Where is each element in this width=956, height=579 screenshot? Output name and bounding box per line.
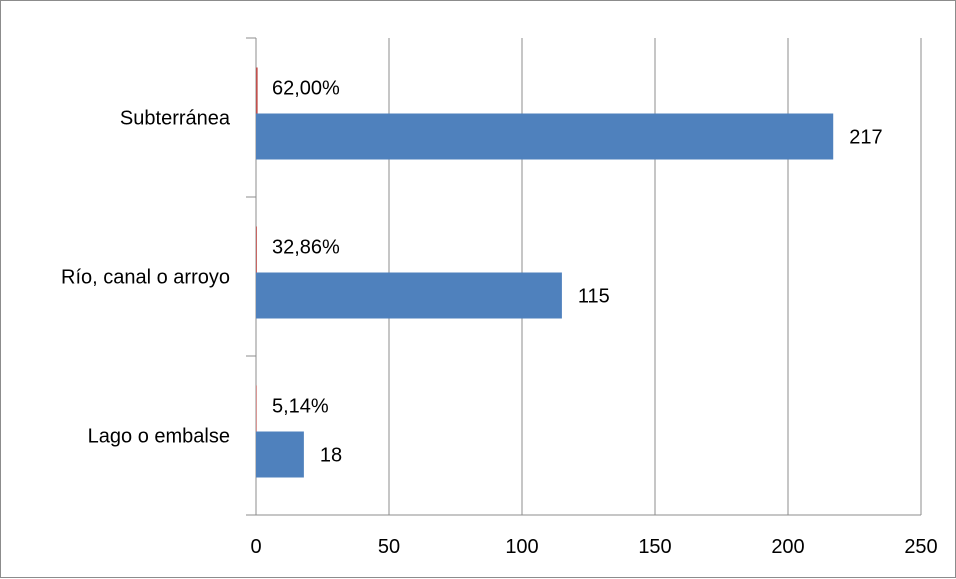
x-tick-label-200: 200 (771, 536, 804, 558)
bar-value-label-lago-o-embalse: 18 (320, 445, 342, 467)
labels: 0 50 100 150 200 250 Lago o embalse 18 5,14% Río,… (61, 78, 938, 559)
category-label-subterranea: Subterránea (120, 108, 231, 130)
bar-lago-o-embalse (256, 431, 304, 478)
x-tick-label-100: 100 (505, 536, 538, 558)
percent-label-rio-canal-o-arroyo: 32,86% (272, 237, 340, 259)
percent-bar-lago-o-embalse (256, 385, 257, 432)
percent-bar-rio-canal-o-arroyo (256, 226, 257, 273)
bars (256, 67, 834, 478)
x-tick-label-0: 0 (250, 536, 261, 558)
x-tick-label-150: 150 (638, 536, 671, 558)
bar-value-label-subterranea: 217 (849, 127, 882, 149)
percent-bar-subterranea (256, 67, 258, 114)
bar-value-label-rio-canal-o-arroyo: 115 (578, 286, 610, 308)
percent-label-lago-o-embalse: 5,14% (272, 396, 329, 418)
bar-subterranea (256, 113, 834, 160)
x-tick-label-50: 50 (378, 536, 400, 558)
x-tick-label-250: 250 (904, 536, 937, 558)
category-label-lago-o-embalse: Lago o embalse (88, 426, 230, 448)
category-label-rio-canal-o-arroyo: Río, canal o arroyo (61, 267, 230, 289)
bar-rio-canal-o-arroyo (256, 272, 562, 319)
percent-label-subterranea: 62,00% (272, 78, 340, 100)
